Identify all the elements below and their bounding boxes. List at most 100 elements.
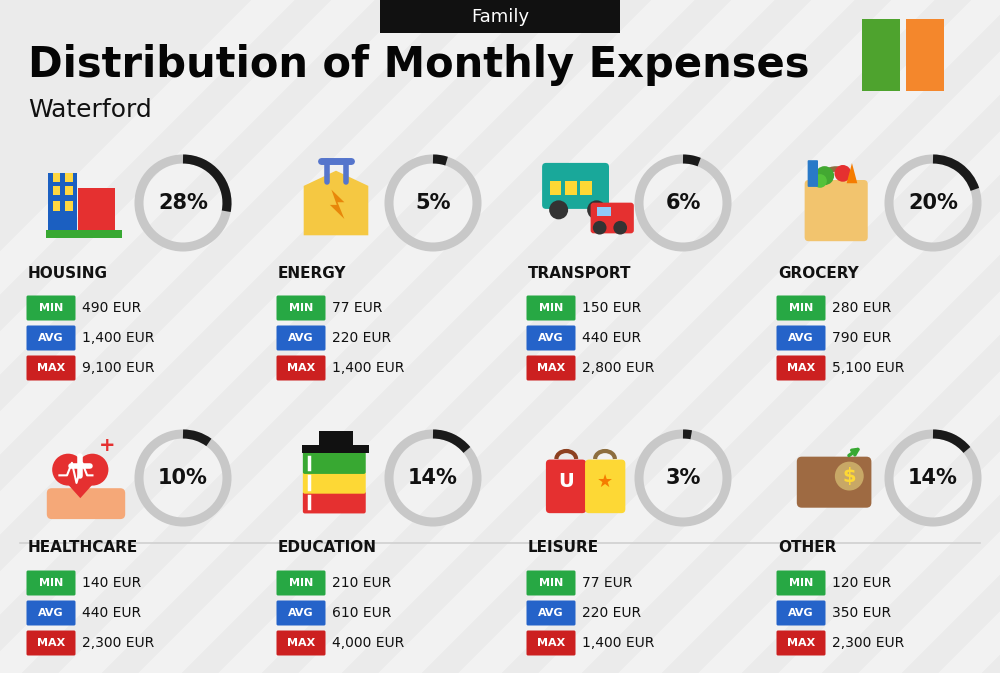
Text: 28%: 28%: [158, 193, 208, 213]
FancyBboxPatch shape: [319, 431, 353, 445]
Text: 150 EUR: 150 EUR: [582, 301, 641, 315]
Text: 3%: 3%: [665, 468, 701, 488]
FancyBboxPatch shape: [526, 571, 576, 596]
FancyBboxPatch shape: [776, 571, 826, 596]
Polygon shape: [304, 171, 368, 236]
FancyBboxPatch shape: [276, 355, 326, 380]
Text: 210 EUR: 210 EUR: [332, 576, 391, 590]
Text: MAX: MAX: [37, 638, 65, 648]
FancyBboxPatch shape: [776, 600, 826, 625]
Text: AVG: AVG: [788, 333, 814, 343]
Circle shape: [52, 454, 84, 486]
Text: 1,400 EUR: 1,400 EUR: [582, 636, 654, 650]
Text: AVG: AVG: [788, 608, 814, 618]
Text: 14%: 14%: [908, 468, 958, 488]
Text: HEALTHCARE: HEALTHCARE: [28, 540, 138, 555]
Text: 14%: 14%: [408, 468, 458, 488]
FancyBboxPatch shape: [526, 326, 576, 351]
Text: OTHER: OTHER: [778, 540, 836, 555]
FancyBboxPatch shape: [776, 326, 826, 351]
Text: 1,400 EUR: 1,400 EUR: [332, 361, 404, 375]
Text: U: U: [558, 472, 574, 491]
Circle shape: [834, 165, 851, 182]
Text: 10%: 10%: [158, 468, 208, 488]
Text: 280 EUR: 280 EUR: [832, 301, 891, 315]
FancyBboxPatch shape: [526, 355, 576, 380]
Text: Distribution of Monthly Expenses: Distribution of Monthly Expenses: [28, 44, 810, 86]
Circle shape: [549, 201, 568, 219]
Text: 20%: 20%: [908, 193, 958, 213]
FancyBboxPatch shape: [380, 0, 620, 33]
Text: EDUCATION: EDUCATION: [278, 540, 377, 555]
Text: 5,100 EUR: 5,100 EUR: [832, 361, 904, 375]
Text: 220 EUR: 220 EUR: [582, 606, 641, 620]
Text: MIN: MIN: [289, 303, 313, 313]
Text: TRANSPORT: TRANSPORT: [528, 266, 632, 281]
Text: $: $: [842, 466, 856, 486]
FancyBboxPatch shape: [276, 631, 326, 656]
Text: Waterford: Waterford: [28, 98, 152, 122]
Text: ENERGY: ENERGY: [278, 266, 347, 281]
FancyBboxPatch shape: [303, 452, 366, 474]
Circle shape: [587, 201, 606, 219]
Text: 2,300 EUR: 2,300 EUR: [832, 636, 904, 650]
FancyBboxPatch shape: [276, 295, 326, 320]
FancyBboxPatch shape: [526, 631, 576, 656]
Text: LEISURE: LEISURE: [528, 540, 599, 555]
FancyBboxPatch shape: [53, 172, 60, 182]
Text: 140 EUR: 140 EUR: [82, 576, 141, 590]
Text: AVG: AVG: [288, 333, 314, 343]
Text: MIN: MIN: [539, 303, 563, 313]
Text: 1,400 EUR: 1,400 EUR: [82, 331, 154, 345]
FancyBboxPatch shape: [26, 326, 76, 351]
Text: 490 EUR: 490 EUR: [82, 301, 141, 315]
FancyBboxPatch shape: [591, 203, 634, 234]
Circle shape: [593, 221, 607, 234]
FancyBboxPatch shape: [26, 295, 76, 320]
Text: AVG: AVG: [538, 333, 564, 343]
FancyBboxPatch shape: [303, 472, 366, 494]
FancyBboxPatch shape: [65, 201, 73, 211]
FancyBboxPatch shape: [276, 326, 326, 351]
Text: 5%: 5%: [415, 193, 451, 213]
FancyBboxPatch shape: [302, 445, 369, 454]
Text: 77 EUR: 77 EUR: [332, 301, 382, 315]
Text: MAX: MAX: [287, 363, 315, 373]
FancyBboxPatch shape: [862, 19, 900, 91]
Text: 9,100 EUR: 9,100 EUR: [82, 361, 154, 375]
FancyBboxPatch shape: [65, 172, 73, 182]
Circle shape: [76, 454, 108, 486]
Text: +: +: [99, 436, 115, 455]
FancyBboxPatch shape: [550, 181, 561, 195]
Text: MAX: MAX: [37, 363, 65, 373]
Text: 4,000 EUR: 4,000 EUR: [332, 636, 404, 650]
Text: 790 EUR: 790 EUR: [832, 331, 891, 345]
FancyBboxPatch shape: [26, 355, 76, 380]
FancyBboxPatch shape: [805, 180, 868, 241]
Text: Family: Family: [471, 8, 529, 26]
Text: 440 EUR: 440 EUR: [582, 331, 641, 345]
Text: AVG: AVG: [38, 333, 64, 343]
Text: ★: ★: [597, 473, 613, 491]
Text: 6%: 6%: [665, 193, 701, 213]
FancyBboxPatch shape: [65, 186, 73, 195]
FancyBboxPatch shape: [46, 229, 122, 238]
FancyBboxPatch shape: [276, 600, 326, 625]
Text: 77 EUR: 77 EUR: [582, 576, 632, 590]
FancyBboxPatch shape: [797, 457, 871, 507]
Text: MIN: MIN: [289, 578, 313, 588]
Text: HOUSING: HOUSING: [28, 266, 108, 281]
Text: MIN: MIN: [539, 578, 563, 588]
FancyBboxPatch shape: [580, 181, 592, 195]
Text: 350 EUR: 350 EUR: [832, 606, 891, 620]
Circle shape: [835, 462, 864, 491]
Polygon shape: [53, 468, 108, 498]
FancyBboxPatch shape: [585, 460, 625, 513]
Text: AVG: AVG: [288, 608, 314, 618]
Text: AVG: AVG: [38, 608, 64, 618]
Text: MIN: MIN: [789, 578, 813, 588]
Text: MAX: MAX: [787, 363, 815, 373]
Text: MIN: MIN: [39, 303, 63, 313]
FancyBboxPatch shape: [906, 19, 944, 91]
Circle shape: [815, 166, 834, 185]
